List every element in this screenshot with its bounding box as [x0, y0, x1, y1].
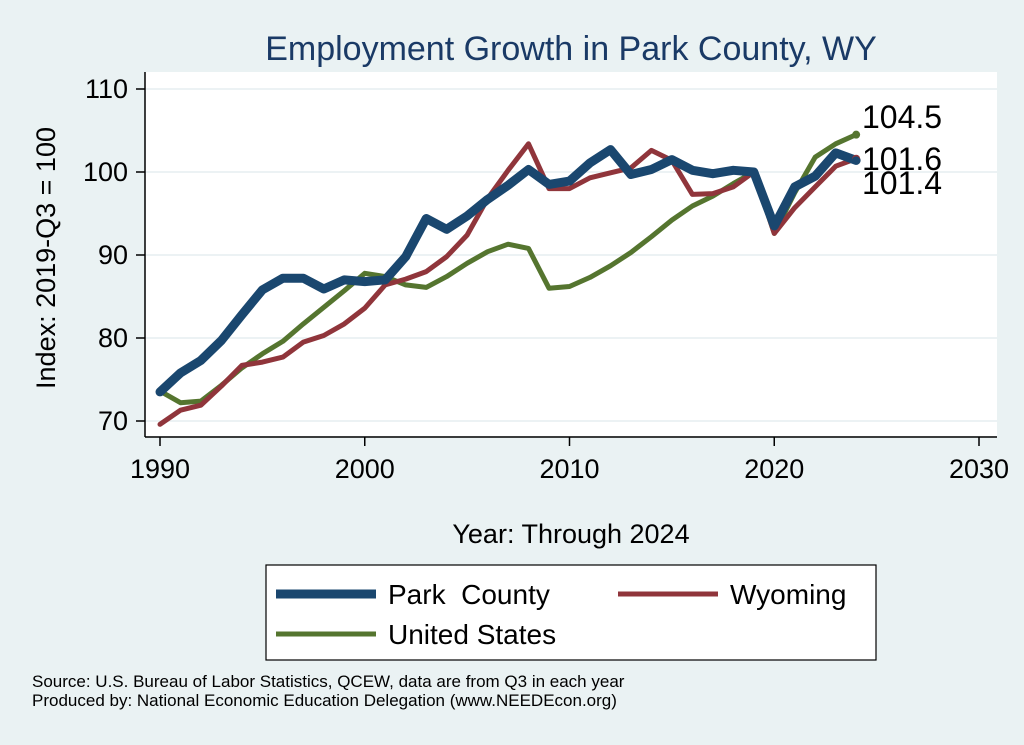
- x-tick-label: 2010: [539, 454, 599, 484]
- produced-by-note: Produced by: National Economic Education…: [32, 691, 617, 710]
- end-marker-park-county: [852, 156, 861, 165]
- y-tick-label: 90: [98, 240, 128, 270]
- legend-label-wyoming: Wyoming: [730, 579, 846, 610]
- x-tick-label: 2020: [744, 454, 804, 484]
- series-line-park-county: [155, 145, 861, 397]
- y-axis-ticks: 70 80 90 100 110: [83, 74, 145, 436]
- x-tick-label: 2000: [335, 454, 395, 484]
- y-tick-label: 100: [83, 157, 128, 187]
- x-axis-label: Year: Through 2024: [452, 519, 689, 549]
- x-tick-label: 2030: [949, 454, 1009, 484]
- legend-label-united-states: United States: [388, 619, 556, 650]
- series-line-wyoming: [157, 141, 859, 427]
- legend: Park County Wyoming United States: [265, 564, 877, 661]
- chart-title: Employment Growth in Park County, WY: [265, 30, 877, 68]
- employment-growth-chart: Employment Growth in Park County, WY 70 8…: [31, 30, 1009, 661]
- legend-label-park-county: Park County: [388, 579, 550, 610]
- legend-items: Park County Wyoming United States: [276, 579, 846, 650]
- y-axis-label: Index: 2019-Q3 = 100: [31, 127, 61, 389]
- end-marker-united-states: [852, 130, 861, 139]
- y-tick-label: 70: [98, 406, 128, 436]
- legend-box: [265, 564, 877, 661]
- y-tick-label: 80: [98, 323, 128, 353]
- series-layer: [155, 132, 861, 427]
- y-tick-label: 110: [85, 74, 128, 104]
- end-label-park-county: 101.4: [862, 165, 942, 201]
- source-notes: Source: U.S. Bureau of Labor Statistics,…: [32, 672, 624, 710]
- x-tick-label: 1990: [130, 454, 190, 484]
- end-label-wyoming: 101.6: [862, 141, 942, 177]
- source-note: Source: U.S. Bureau of Labor Statistics,…: [32, 672, 625, 691]
- end-label-united-states: 104.5: [862, 99, 942, 135]
- x-axis-ticks: 1990 2000 2010 2020 2030: [130, 437, 1009, 484]
